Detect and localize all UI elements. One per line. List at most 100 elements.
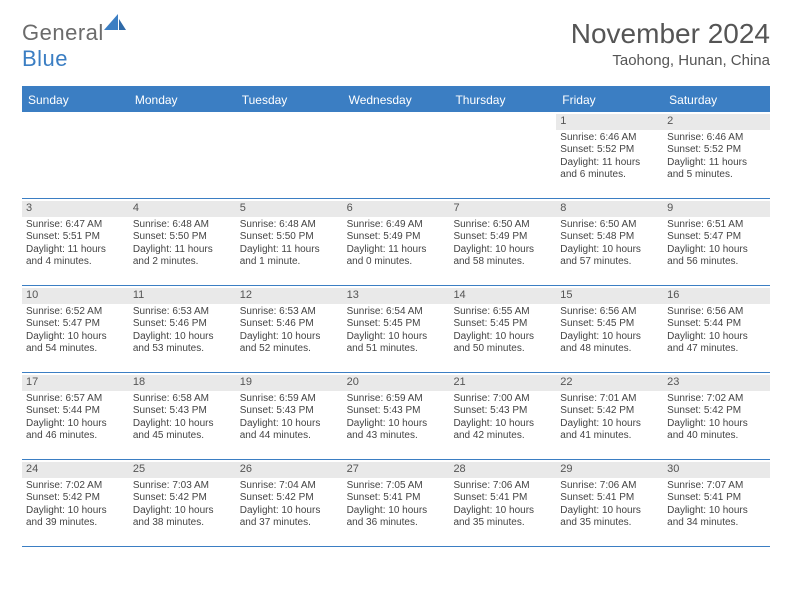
calendar-cell: 4Sunrise: 6:48 AMSunset: 5:50 PMDaylight…: [129, 199, 236, 285]
date-number: 13: [343, 288, 450, 304]
daylight-text: and 50 minutes.: [453, 343, 552, 356]
daylight-text: and 48 minutes.: [560, 343, 659, 356]
daylight-text: and 51 minutes.: [347, 343, 446, 356]
sunrise-text: Sunrise: 7:03 AM: [133, 480, 232, 493]
sunrise-text: Sunrise: 6:59 AM: [240, 393, 339, 406]
week-row: 10Sunrise: 6:52 AMSunset: 5:47 PMDayligh…: [22, 286, 770, 373]
sunset-text: Sunset: 5:43 PM: [347, 405, 446, 418]
daylight-text: and 6 minutes.: [560, 169, 659, 182]
sunrise-text: Sunrise: 6:50 AM: [560, 219, 659, 232]
sunset-text: Sunset: 5:49 PM: [347, 231, 446, 244]
daylight-text: and 46 minutes.: [26, 430, 125, 443]
calendar-cell-empty: [236, 112, 343, 198]
sunrise-text: Sunrise: 6:56 AM: [560, 306, 659, 319]
calendar-cell-empty: [129, 112, 236, 198]
calendar-cell: 6Sunrise: 6:49 AMSunset: 5:49 PMDaylight…: [343, 199, 450, 285]
date-number: 28: [449, 462, 556, 478]
sunset-text: Sunset: 5:45 PM: [453, 318, 552, 331]
daylight-text: and 57 minutes.: [560, 256, 659, 269]
calendar-cell: 22Sunrise: 7:01 AMSunset: 5:42 PMDayligh…: [556, 373, 663, 459]
daylight-text: Daylight: 10 hours: [347, 331, 446, 344]
calendar-cell: 18Sunrise: 6:58 AMSunset: 5:43 PMDayligh…: [129, 373, 236, 459]
week-row: 3Sunrise: 6:47 AMSunset: 5:51 PMDaylight…: [22, 199, 770, 286]
calendar-cell-empty: [343, 112, 450, 198]
calendar-cell: 30Sunrise: 7:07 AMSunset: 5:41 PMDayligh…: [663, 460, 770, 546]
date-number: 7: [449, 201, 556, 217]
date-number: 14: [449, 288, 556, 304]
date-number: 25: [129, 462, 236, 478]
sunrise-text: Sunrise: 7:06 AM: [560, 480, 659, 493]
calendar-cell: 15Sunrise: 6:56 AMSunset: 5:45 PMDayligh…: [556, 286, 663, 372]
sunrise-text: Sunrise: 6:46 AM: [667, 132, 766, 145]
daylight-text: and 4 minutes.: [26, 256, 125, 269]
sunrise-text: Sunrise: 7:01 AM: [560, 393, 659, 406]
date-number: 24: [22, 462, 129, 478]
sunrise-text: Sunrise: 6:53 AM: [240, 306, 339, 319]
daylight-text: Daylight: 10 hours: [453, 244, 552, 257]
sunset-text: Sunset: 5:50 PM: [133, 231, 232, 244]
daylight-text: and 45 minutes.: [133, 430, 232, 443]
date-number: 19: [236, 375, 343, 391]
daylight-text: Daylight: 11 hours: [667, 157, 766, 170]
daylight-text: and 43 minutes.: [347, 430, 446, 443]
daylight-text: Daylight: 10 hours: [453, 418, 552, 431]
date-number: 16: [663, 288, 770, 304]
sunset-text: Sunset: 5:42 PM: [26, 492, 125, 505]
daylight-text: Daylight: 10 hours: [347, 505, 446, 518]
calendar-cell: 5Sunrise: 6:48 AMSunset: 5:50 PMDaylight…: [236, 199, 343, 285]
sunset-text: Sunset: 5:46 PM: [240, 318, 339, 331]
sunset-text: Sunset: 5:52 PM: [667, 144, 766, 157]
daylight-text: and 37 minutes.: [240, 517, 339, 530]
sunrise-text: Sunrise: 7:07 AM: [667, 480, 766, 493]
daylight-text: and 44 minutes.: [240, 430, 339, 443]
sunset-text: Sunset: 5:41 PM: [667, 492, 766, 505]
sunset-text: Sunset: 5:42 PM: [667, 405, 766, 418]
daylight-text: Daylight: 11 hours: [347, 244, 446, 257]
calendar-cell: 19Sunrise: 6:59 AMSunset: 5:43 PMDayligh…: [236, 373, 343, 459]
weekday-header: Saturday: [663, 88, 770, 112]
brand-sail-icon: [104, 12, 126, 38]
sunrise-text: Sunrise: 6:55 AM: [453, 306, 552, 319]
sunset-text: Sunset: 5:44 PM: [26, 405, 125, 418]
daylight-text: Daylight: 10 hours: [133, 418, 232, 431]
calendar-cell: 8Sunrise: 6:50 AMSunset: 5:48 PMDaylight…: [556, 199, 663, 285]
weekday-header: Thursday: [449, 88, 556, 112]
sunrise-text: Sunrise: 6:54 AM: [347, 306, 446, 319]
sunrise-text: Sunrise: 6:57 AM: [26, 393, 125, 406]
calendar-cell: 3Sunrise: 6:47 AMSunset: 5:51 PMDaylight…: [22, 199, 129, 285]
calendar-grid: SundayMondayTuesdayWednesdayThursdayFrid…: [22, 86, 770, 547]
sunset-text: Sunset: 5:43 PM: [453, 405, 552, 418]
brand-word-2: Blue: [22, 46, 68, 71]
calendar-cell: 24Sunrise: 7:02 AMSunset: 5:42 PMDayligh…: [22, 460, 129, 546]
calendar-cell: 12Sunrise: 6:53 AMSunset: 5:46 PMDayligh…: [236, 286, 343, 372]
daylight-text: Daylight: 10 hours: [347, 418, 446, 431]
sunset-text: Sunset: 5:45 PM: [560, 318, 659, 331]
header: General Blue November 2024 Taohong, Huna…: [22, 18, 770, 72]
title-block: November 2024 Taohong, Hunan, China: [571, 18, 770, 69]
daylight-text: Daylight: 10 hours: [240, 418, 339, 431]
brand-logo: General Blue: [22, 18, 126, 72]
daylight-text: Daylight: 11 hours: [26, 244, 125, 257]
daylight-text: and 53 minutes.: [133, 343, 232, 356]
calendar-cell: 28Sunrise: 7:06 AMSunset: 5:41 PMDayligh…: [449, 460, 556, 546]
date-number: 11: [129, 288, 236, 304]
date-number: 6: [343, 201, 450, 217]
calendar-cell: 1Sunrise: 6:46 AMSunset: 5:52 PMDaylight…: [556, 112, 663, 198]
daylight-text: and 39 minutes.: [26, 517, 125, 530]
sunset-text: Sunset: 5:43 PM: [133, 405, 232, 418]
sunrise-text: Sunrise: 7:02 AM: [26, 480, 125, 493]
daylight-text: Daylight: 10 hours: [240, 505, 339, 518]
weekday-header: Tuesday: [236, 88, 343, 112]
date-number: 30: [663, 462, 770, 478]
calendar-cell: 9Sunrise: 6:51 AMSunset: 5:47 PMDaylight…: [663, 199, 770, 285]
daylight-text: Daylight: 10 hours: [560, 505, 659, 518]
weekday-header: Friday: [556, 88, 663, 112]
sunrise-text: Sunrise: 7:04 AM: [240, 480, 339, 493]
calendar-cell-empty: [449, 112, 556, 198]
date-number: 26: [236, 462, 343, 478]
sunset-text: Sunset: 5:51 PM: [26, 231, 125, 244]
date-number: 5: [236, 201, 343, 217]
sunrise-text: Sunrise: 6:58 AM: [133, 393, 232, 406]
daylight-text: Daylight: 10 hours: [26, 331, 125, 344]
daylight-text: Daylight: 10 hours: [667, 244, 766, 257]
